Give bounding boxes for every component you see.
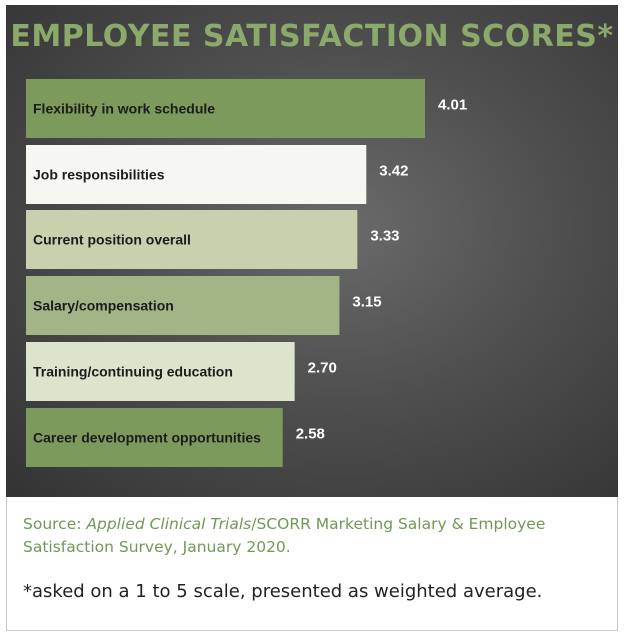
source-note: Source: Applied Clinical Trials/SCORR Ma… — [23, 513, 613, 559]
bar-label-flexibility-in-work-schedule: Flexibility in work schedule — [33, 101, 215, 117]
bar-career-development-opportunities — [26, 408, 283, 467]
chart-footer: Source: Applied Clinical Trials/SCORR Ma… — [6, 497, 618, 631]
scale-footnote: *asked on a 1 to 5 scale, presented as w… — [23, 581, 543, 602]
bar-salary-compensation — [26, 276, 340, 335]
source-details: /SCORR Marketing Salary & Employee Satis… — [23, 515, 546, 556]
bar-current-position-overall — [26, 210, 358, 269]
bar-job-responsibilities — [26, 145, 367, 204]
value-label-salary-compensation: 3.15 — [352, 294, 381, 311]
value-label-flexibility-in-work-schedule: 4.01 — [438, 97, 467, 114]
source-publication: Applied Clinical Trials — [86, 515, 252, 533]
source-prefix: Source: — [23, 515, 87, 533]
bar-label-job-responsibilities: Job responsibilities — [33, 167, 165, 183]
bar-label-training-continuing-education: Training/continuing education — [33, 364, 233, 380]
chart-title: EMPLOYEE SATISFACTION SCORES* — [10, 19, 614, 54]
value-label-job-responsibilities: 3.42 — [379, 163, 408, 180]
bar-label-current-position-overall: Current position overall — [33, 232, 191, 248]
bar-chart: Flexibility in work schedule 4.01 Job resp… — [26, 79, 467, 467]
bar-label-salary-compensation: Salary/compensation — [33, 298, 174, 314]
value-label-career-development-opportunities: 2.58 — [296, 426, 325, 443]
bar-training-continuing-education — [26, 342, 295, 401]
value-label-training-continuing-education: 2.70 — [308, 360, 337, 377]
bar-flexibility-in-work-schedule — [26, 79, 425, 138]
chart-panel: EMPLOYEE SATISFACTION SCORES* Flexibilit… — [6, 5, 618, 497]
bar-label-career-development-opportunities: Career development opportunities — [33, 430, 261, 446]
value-label-current-position-overall: 3.33 — [370, 228, 399, 245]
